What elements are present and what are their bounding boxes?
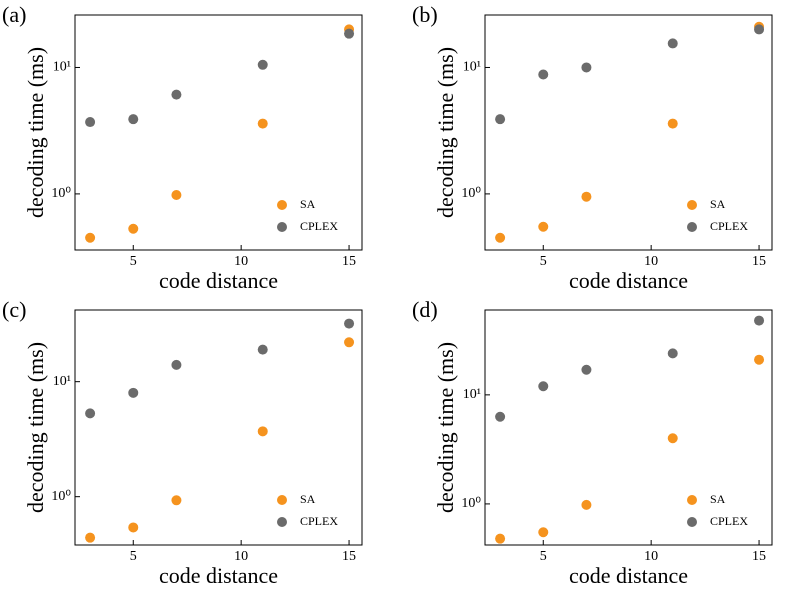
data-point [538,527,549,538]
data-point [128,114,139,125]
y-tick-label: 10¹ [53,374,71,389]
y-tick-label: 10⁰ [461,496,481,511]
x-tick-label: 15 [752,254,766,269]
subplot: (c) 5 10 15 10⁰ 10¹ code distance decoding time… [2,297,363,588]
y-axis-label: decoding time (ms) [23,342,48,513]
data-point [581,62,592,73]
subplot: (d) 5 10 15 10⁰ 10¹ code distance decoding time… [412,297,773,588]
legend-label: CPLEX [300,219,338,233]
data-point [754,24,765,35]
data-point [85,117,96,128]
legend-label: CPLEX [710,219,748,233]
y-axis-label: decoding time (ms) [433,47,458,218]
legend-marker [277,222,287,232]
data-point [667,38,678,49]
data-point [581,499,592,510]
axes-frame [74,14,363,251]
data-point [257,59,268,70]
data-point [257,118,268,129]
x-tick-label: 10 [234,549,248,564]
legend-marker [277,495,287,505]
data-point [344,318,355,329]
x-axis-label: code distance [569,268,688,293]
x-axis-label: code distance [159,268,278,293]
x-tick-label: 10 [644,254,658,269]
data-point [171,495,182,506]
data-point [754,315,765,326]
x-tick-label: 5 [540,549,547,564]
y-axis-label: decoding time (ms) [23,47,48,218]
legend-label: CPLEX [300,514,338,528]
x-tick-label: 10 [644,549,658,564]
subplot: (a) 5 10 15 10⁰ 10¹ code distance decoding time… [2,2,363,293]
data-point [495,533,506,544]
legend-marker [687,200,697,210]
panel-label: (c) [2,297,26,322]
axes-frame [74,309,363,546]
y-tick-label: 10⁰ [461,186,481,201]
legend-label: SA [710,197,726,211]
x-tick-label: 15 [342,254,356,269]
panel-label: (d) [412,297,438,322]
legend-marker [687,222,697,232]
y-tick-label: 10⁰ [51,186,71,201]
x-tick-label: 15 [752,549,766,564]
data-point [171,190,182,201]
panel-label: (a) [2,2,26,27]
legend-marker [277,200,287,210]
x-tick-label: 10 [234,254,248,269]
x-tick-label: 15 [342,549,356,564]
y-tick-label: 10¹ [53,60,71,75]
data-point [171,89,182,100]
legend-label: SA [710,492,726,506]
data-point [538,381,549,392]
data-point [257,344,268,355]
x-axis-label: code distance [159,563,278,588]
x-tick-label: 5 [130,254,137,269]
subplot: (b) 5 10 15 10⁰ 10¹ code distance decoding time… [412,2,773,293]
panel-label: (b) [412,2,438,27]
x-tick-label: 5 [130,549,137,564]
legend-label: SA [300,492,316,506]
data-point [495,232,506,243]
y-tick-label: 10¹ [463,60,481,75]
axes-frame [484,309,773,546]
data-point [128,522,139,533]
data-point [667,433,678,444]
data-point [128,387,139,398]
data-point [344,337,355,348]
legend-marker [687,495,697,505]
data-point [754,354,765,365]
data-point [495,411,506,422]
legend-marker [277,517,287,527]
y-tick-label: 10¹ [463,387,481,402]
y-tick-label: 10⁰ [51,489,71,504]
data-point [538,221,549,232]
data-point [667,348,678,359]
legend-marker [687,517,697,527]
x-axis-label: code distance [569,563,688,588]
data-point [257,426,268,437]
data-point [667,118,678,129]
data-point [344,28,355,39]
data-point [581,191,592,202]
x-tick-label: 5 [540,254,547,269]
data-point [85,532,96,543]
data-point [85,408,96,419]
legend-label: SA [300,197,316,211]
legend-label: CPLEX [710,514,748,528]
data-point [85,232,96,243]
data-point [128,223,139,234]
data-point [538,69,549,80]
axes-frame [484,14,773,251]
data-point [581,364,592,375]
data-point [495,114,506,125]
data-point [171,359,182,370]
y-axis-label: decoding time (ms) [433,342,458,513]
